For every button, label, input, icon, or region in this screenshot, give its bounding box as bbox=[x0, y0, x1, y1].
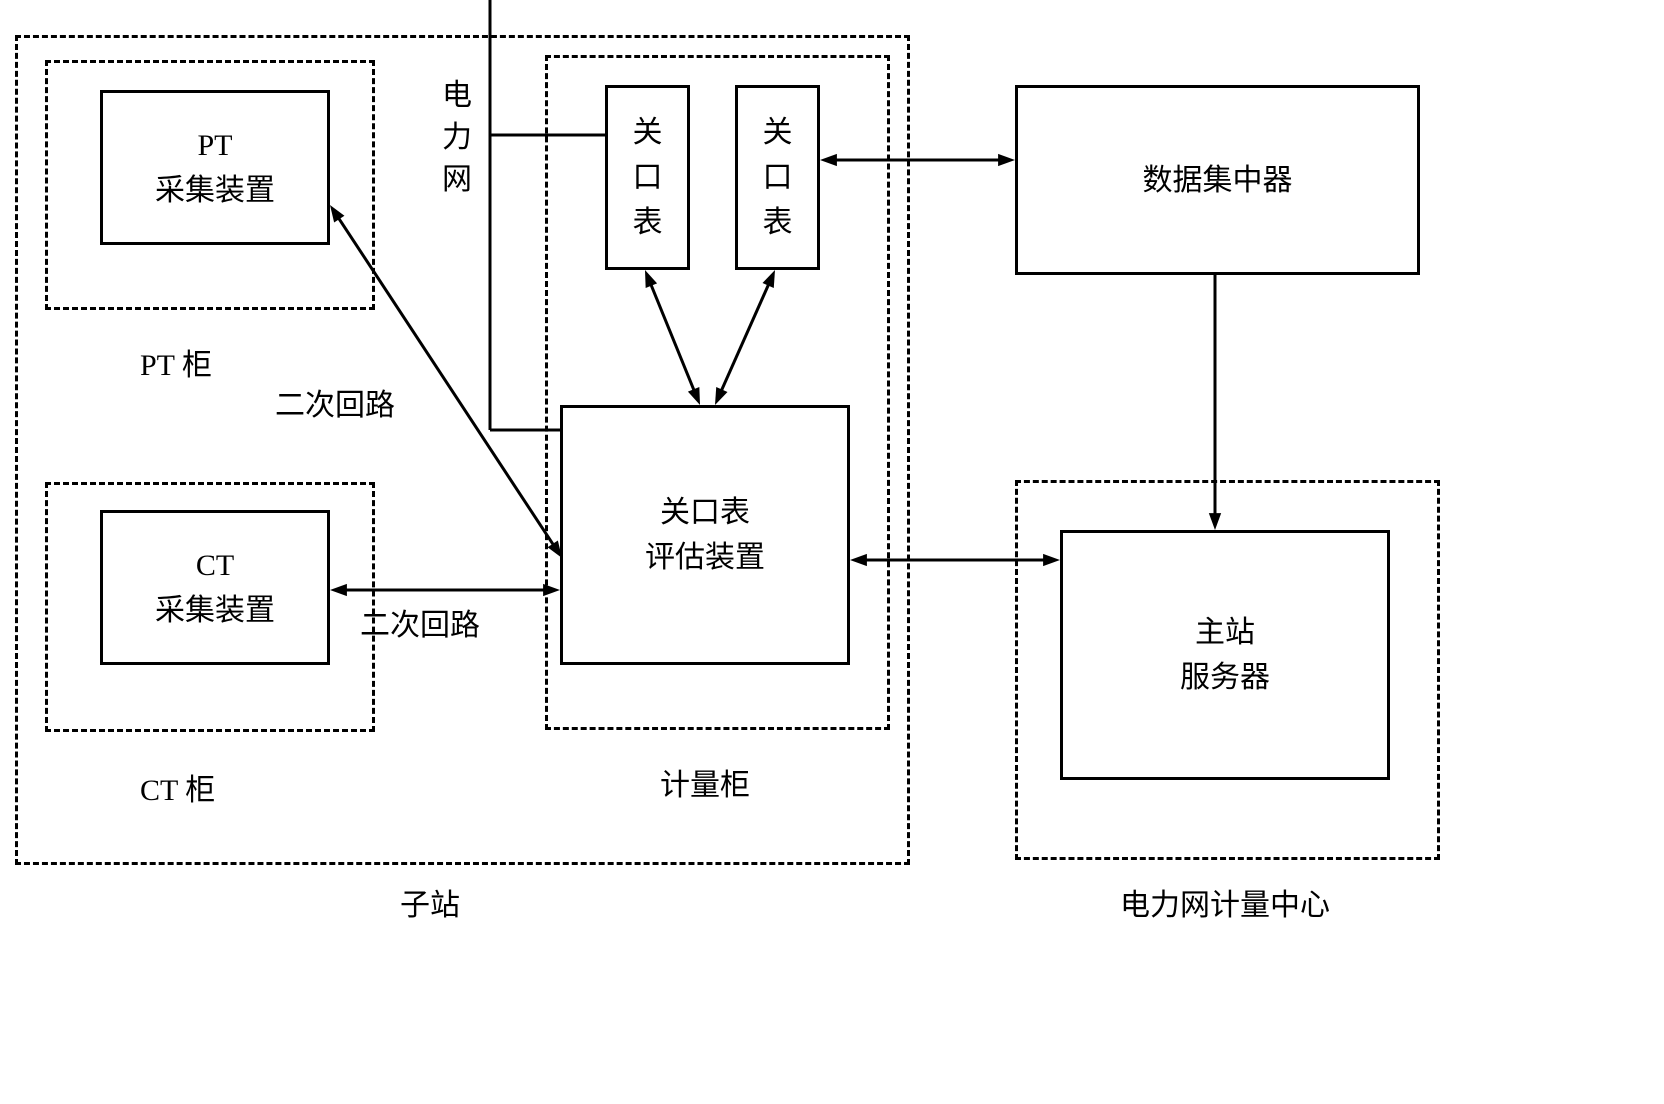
ct-cabinet-label: CT 柜 bbox=[140, 765, 215, 809]
eval-device-node: 关口表 评估装置 bbox=[560, 405, 850, 665]
center-label: 电力网计量中心 bbox=[1120, 880, 1330, 924]
concentrator-text: 数据集中器 bbox=[1143, 158, 1293, 203]
concentrator-node: 数据集中器 bbox=[1015, 85, 1420, 275]
substation-label: 子站 bbox=[400, 880, 460, 924]
server-node: 主站 服务器 bbox=[1060, 530, 1390, 780]
gate-meter-2-text: 关 口 表 bbox=[763, 110, 793, 245]
gate-meter-1-node: 关 口 表 bbox=[605, 85, 690, 270]
gate-meter-2-node: 关 口 表 bbox=[735, 85, 820, 270]
meter-cabinet-label: 计量柜 bbox=[660, 760, 750, 804]
secondary-loop-2-label: 二次回路 bbox=[360, 600, 480, 644]
grid-label: 电 力 网 bbox=[440, 75, 474, 201]
pt-cabinet-label: PT 柜 bbox=[140, 340, 212, 384]
pt-device-node: PT 采集装置 bbox=[100, 90, 330, 245]
server-text: 主站 服务器 bbox=[1180, 610, 1270, 700]
gate-meter-1-text: 关 口 表 bbox=[633, 110, 663, 245]
ct-device-node: CT 采集装置 bbox=[100, 510, 330, 665]
diagram-canvas: 子站 PT 柜 CT 柜 计量柜 电力网计量中心 PT 采集装置 CT 采集装置… bbox=[0, 0, 1664, 1104]
secondary-loop-1-label: 二次回路 bbox=[275, 380, 395, 424]
eval-device-text: 关口表 评估装置 bbox=[645, 490, 765, 580]
pt-device-text: PT 采集装置 bbox=[155, 123, 275, 213]
ct-device-text: CT 采集装置 bbox=[155, 543, 275, 633]
